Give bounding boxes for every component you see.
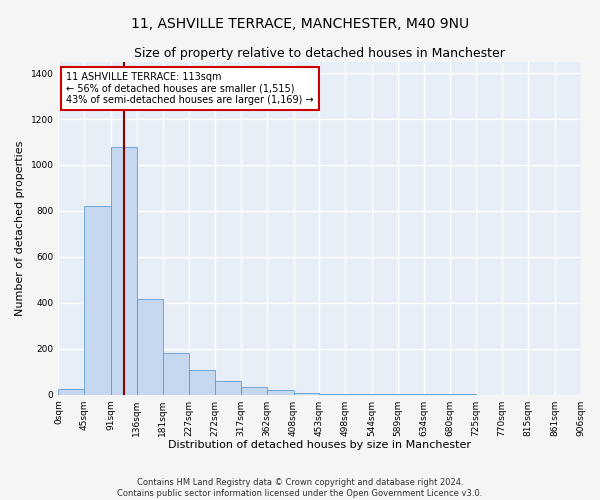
Bar — [189, 370, 215, 394]
Bar — [267, 390, 293, 394]
Bar — [85, 206, 111, 394]
Bar — [137, 300, 163, 394]
X-axis label: Distribution of detached houses by size in Manchester: Distribution of detached houses by size … — [168, 440, 471, 450]
Bar — [163, 354, 189, 395]
Bar — [215, 382, 241, 394]
Title: Size of property relative to detached houses in Manchester: Size of property relative to detached ho… — [134, 48, 505, 60]
Bar — [293, 393, 319, 394]
Text: 11 ASHVILLE TERRACE: 113sqm
← 56% of detached houses are smaller (1,515)
43% of : 11 ASHVILLE TERRACE: 113sqm ← 56% of det… — [66, 72, 314, 105]
Text: 11, ASHVILLE TERRACE, MANCHESTER, M40 9NU: 11, ASHVILLE TERRACE, MANCHESTER, M40 9N… — [131, 18, 469, 32]
Bar — [58, 389, 85, 394]
Bar — [241, 386, 267, 394]
Y-axis label: Number of detached properties: Number of detached properties — [15, 140, 25, 316]
Text: Contains HM Land Registry data © Crown copyright and database right 2024.
Contai: Contains HM Land Registry data © Crown c… — [118, 478, 482, 498]
Bar — [111, 146, 137, 394]
